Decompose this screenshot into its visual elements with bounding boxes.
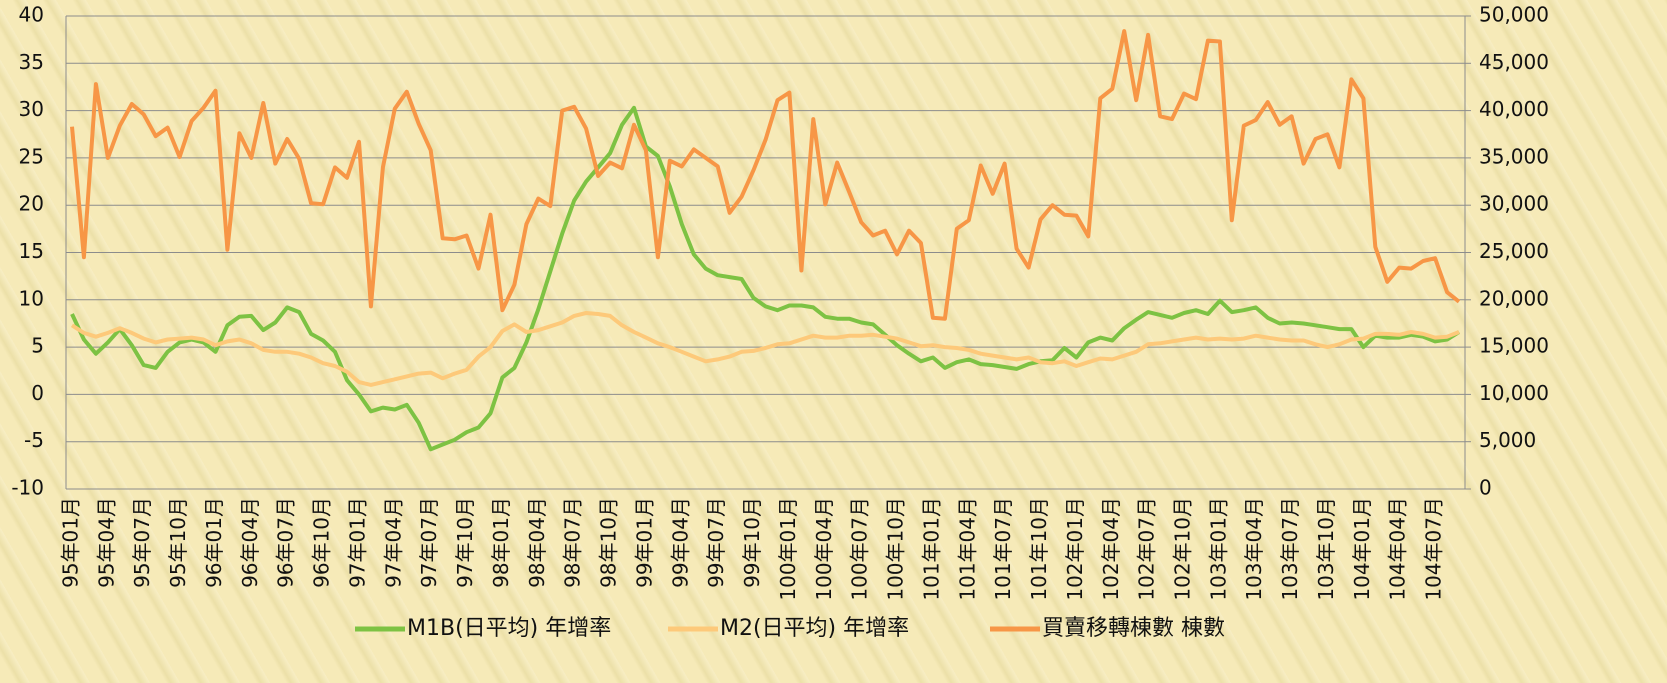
x-tick-label: 103年01月	[1206, 497, 1230, 601]
y-tick-label: 35	[19, 50, 44, 74]
x-tick-label: 102年10月	[1171, 497, 1195, 601]
y-tick-label: -5	[24, 428, 44, 452]
x-tick-label: 104年04月	[1386, 497, 1410, 601]
x-tick-label: 95年07月	[130, 497, 154, 588]
y2-tick-label: 0	[1479, 476, 1492, 500]
x-tick-label: 95年04月	[94, 497, 118, 588]
y2-tick-label: 25,000	[1479, 239, 1549, 263]
series-line	[70, 105, 1461, 452]
x-tick-label: 96年01月	[202, 497, 226, 588]
y-tick-label: 15	[19, 239, 44, 263]
x-tick-label: 100年01月	[776, 497, 800, 601]
x-tick-label: 100年07月	[848, 497, 872, 601]
x-tick-label: 99年10月	[740, 497, 764, 588]
y-tick-label: 30	[19, 97, 44, 121]
x-tick-label: 96年04月	[238, 497, 262, 588]
x-tick-label: 104年01月	[1350, 497, 1374, 601]
x-tick-label: 96年10月	[310, 497, 334, 588]
x-tick-label: 97年07月	[417, 497, 441, 588]
y-tick-label: 40	[19, 3, 44, 27]
y2-tick-label: 5,000	[1479, 428, 1536, 452]
series-line	[70, 311, 1460, 387]
x-tick-label: 97年10月	[453, 497, 477, 588]
x-tick-label: 102年04月	[1099, 497, 1123, 601]
y2-tick-label: 10,000	[1479, 381, 1549, 405]
x-tick-label: 101年01月	[919, 497, 943, 601]
legend-label: M2(日平均) 年增率	[720, 616, 909, 641]
y-tick-label: 0	[31, 381, 44, 405]
x-tick-label: 98年04月	[525, 497, 549, 588]
y2-tick-label: 50,000	[1479, 3, 1549, 27]
x-tick-label: 95年10月	[166, 497, 190, 588]
y2-tick-label: 15,000	[1479, 334, 1549, 358]
y-tick-label: -10	[11, 476, 44, 500]
x-tick-label: 97年01月	[345, 497, 369, 588]
x-tick-label: 96年07月	[274, 497, 298, 588]
y2-tick-label: 40,000	[1479, 97, 1549, 121]
y2-tick-label: 35,000	[1479, 144, 1549, 168]
x-tick-label: 99年04月	[668, 497, 692, 588]
x-tick-label: 98年07月	[561, 497, 585, 588]
x-tick-label: 99年07月	[704, 497, 728, 588]
y2-tick-label: 30,000	[1479, 192, 1549, 216]
x-tick-label: 101年04月	[955, 497, 979, 601]
y-tick-label: 25	[19, 144, 44, 168]
x-tick-label: 101年10月	[1027, 497, 1051, 601]
y-tick-label: 10	[19, 286, 44, 310]
y-tick-label: 20	[19, 192, 44, 216]
x-tick-label: 104年07月	[1422, 497, 1446, 601]
x-tick-label: 98年10月	[597, 497, 621, 588]
x-tick-label: 102年07月	[1135, 497, 1159, 601]
legend-label: 買賣移轉棟數 棟數	[1042, 616, 1225, 641]
y-tick-label: 5	[31, 334, 44, 358]
y2-tick-label: 45,000	[1479, 50, 1549, 74]
x-tick-label: 100年04月	[812, 497, 836, 601]
series-line	[70, 29, 1461, 321]
x-tick-label: 103年07月	[1278, 497, 1302, 601]
x-tick-label: 103年04月	[1242, 497, 1266, 601]
x-tick-label: 97年04月	[381, 497, 405, 588]
x-tick-label: 95年01月	[58, 497, 82, 588]
legend-label: M1B(日平均) 年增率	[407, 616, 611, 641]
x-tick-label: 99年01月	[632, 497, 656, 588]
x-tick-label: 102年01月	[1063, 497, 1087, 601]
y2-tick-label: 20,000	[1479, 286, 1549, 310]
x-tick-label: 103年10月	[1314, 497, 1338, 601]
x-tick-label: 100年10月	[884, 497, 908, 601]
x-tick-label: 98年01月	[489, 497, 513, 588]
x-tick-label: 101年07月	[991, 497, 1015, 601]
